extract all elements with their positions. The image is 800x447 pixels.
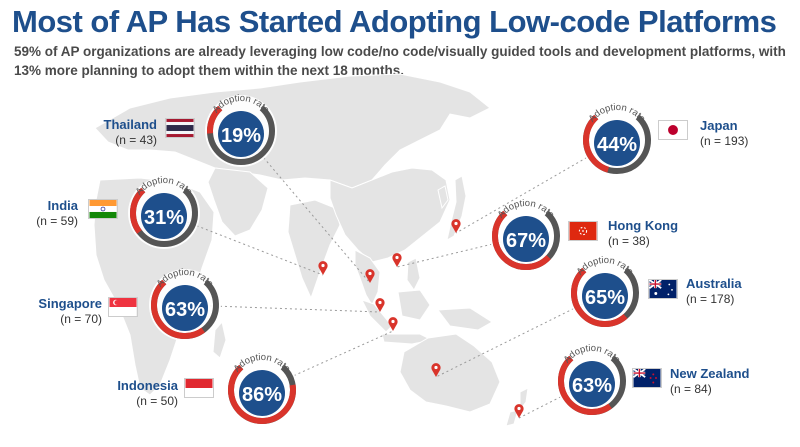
label-indonesia: Indonesia (n = 50): [117, 378, 178, 408]
label-japan: Japan (n = 193): [700, 118, 749, 148]
label-singapore: Singapore (n = 70): [38, 296, 102, 326]
japan-flag-icon: [658, 120, 688, 140]
connector-thailand: [240, 130, 371, 284]
pin-new-zealand: [514, 404, 524, 418]
ring-disc-thailand: [218, 111, 264, 157]
ring-value-label-japan: 44%: [597, 134, 637, 156]
ring-value-japan: [583, 114, 610, 173]
ring-value-label-india: 31%: [144, 207, 184, 229]
ring-value-label-new-zealand: 63%: [572, 375, 612, 397]
connector-india: [163, 212, 324, 276]
pin-australia: [431, 363, 441, 377]
ring-value-new-zealand: [558, 355, 612, 415]
new-zealand-flag-icon: [632, 368, 662, 388]
ring-value-label-singapore: 63%: [165, 299, 205, 321]
label-thailand: Thailand (n = 43): [103, 117, 157, 147]
pin-indonesia: [388, 317, 398, 331]
ring-value-hong-kong: [492, 210, 551, 270]
ring-disc-singapore: [162, 285, 208, 331]
label-new-zealand: New Zealand (n = 84): [670, 366, 750, 396]
australia-flag-icon: [648, 279, 678, 299]
ring-value-thailand: [207, 105, 223, 134]
indonesia-flag-icon: [184, 378, 214, 398]
hong-kong-flag-icon: [568, 221, 598, 241]
ring-value-australia: [571, 267, 628, 327]
ring-value-label-indonesia: 86%: [242, 384, 282, 406]
singapore-flag-icon: [108, 297, 138, 317]
pin-thailand: [365, 269, 375, 283]
page-subtitle: 59% of AP organizations are already leve…: [14, 44, 786, 78]
thailand-flag-icon: [165, 118, 195, 138]
location-pins: [318, 219, 524, 418]
pin-hong-kong: [392, 253, 402, 267]
ring-disc-new-zealand: [569, 361, 615, 407]
india-flag-icon: [88, 199, 118, 219]
ring-disc-japan: [594, 120, 640, 166]
label-hong-kong: Hong Kong (n = 38): [608, 218, 679, 248]
ring-value-india: [130, 187, 146, 234]
pin-japan: [451, 219, 461, 233]
ring-disc-australia: [582, 273, 628, 319]
world-map: [93, 73, 529, 427]
pin-india: [318, 261, 328, 275]
ring-value-indonesia: [228, 364, 296, 424]
ring-disc-indonesia: [239, 370, 285, 416]
label-india: India (n = 59): [36, 198, 78, 228]
pin-singapore: [375, 298, 385, 312]
connector-hong-kong: [396, 235, 527, 268]
connector-new-zealand: [518, 380, 593, 419]
ring-value-singapore: [151, 279, 205, 339]
ring-value-label-hong-kong: 67%: [506, 230, 546, 252]
ring-disc-india: [141, 193, 187, 239]
ring-value-label-australia: 65%: [585, 287, 625, 309]
label-australia: Australia (n = 178): [686, 276, 742, 306]
ring-disc-hong-kong: [503, 216, 549, 262]
connector-indonesia: [261, 330, 394, 391]
page-title: Most of AP Has Started Adopting Low-code…: [12, 4, 777, 39]
ring-value-label-thailand: 19%: [221, 125, 261, 147]
